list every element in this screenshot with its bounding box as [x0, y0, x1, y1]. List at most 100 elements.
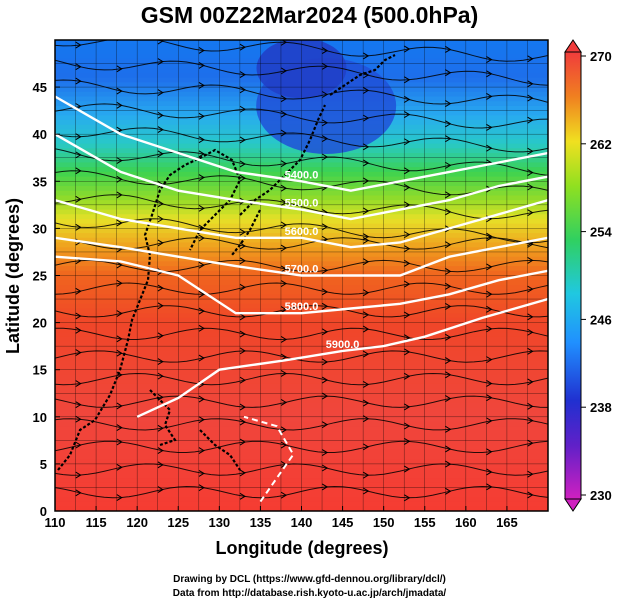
- wind-arrow: [404, 334, 411, 342]
- wind-arrow: [321, 91, 329, 98]
- wind-arrow: [445, 357, 452, 365]
- wind-arrow: [198, 416, 205, 424]
- wind-arrow: [362, 52, 370, 60]
- wind-arrow: [198, 290, 205, 298]
- plot-area: 5400.0 5500.0 5600.0 5700.0 5800.0 5900.0: [55, 40, 548, 511]
- wind-arrow: [404, 167, 411, 175]
- wind-arrow: [239, 492, 246, 500]
- contour-line: [55, 95, 548, 192]
- wind-arrow: [198, 136, 205, 144]
- contour-label: 5600.0: [285, 226, 319, 238]
- wind-arrow: [157, 126, 164, 134]
- wind-arrow: [404, 183, 411, 191]
- wind-arrow: [362, 443, 370, 451]
- wind-arrow: [157, 284, 164, 292]
- wind-arrow: [362, 143, 370, 151]
- wind-arrow: [75, 223, 82, 231]
- wind-arrow: [198, 447, 205, 455]
- x-tick-label: 160: [455, 515, 477, 530]
- wind-arrow: [527, 491, 534, 499]
- wind-arrow: [321, 153, 329, 161]
- x-tick-label: 150: [373, 515, 395, 530]
- wind-arrow: [116, 424, 123, 432]
- wind-arrow: [280, 244, 288, 252]
- wind-arrow: [404, 95, 411, 103]
- wind-arrow: [527, 347, 534, 355]
- wind-arrow: [239, 71, 246, 79]
- wind-arrow: [404, 372, 411, 380]
- wind-arrow: [280, 129, 288, 137]
- wind-arrow: [116, 87, 123, 95]
- wind-arrow: [198, 204, 205, 212]
- wind-arrow: [404, 422, 411, 430]
- wind-arrow: [116, 101, 123, 109]
- wind-arrow: [527, 169, 534, 176]
- wind-arrow: [527, 209, 534, 217]
- wind-arrow: [486, 483, 493, 491]
- wind-arrow: [321, 135, 329, 143]
- wind-arrow: [445, 208, 452, 216]
- wind-arrow: [486, 417, 493, 425]
- wind-arrow: [321, 288, 329, 296]
- colorbar-bar: [564, 51, 582, 500]
- wind-arrow: [362, 381, 370, 388]
- wind-arrow: [445, 120, 452, 128]
- wind-arrow: [527, 378, 534, 386]
- wind-arrow: [404, 465, 411, 473]
- contour-line-dashed: [243, 415, 295, 503]
- colorbar-tick-label: 230: [590, 488, 612, 503]
- wind-arrow: [527, 55, 534, 63]
- wind-arrow: [239, 242, 246, 250]
- wind-arrow: [404, 76, 411, 84]
- wind-arrow: [486, 290, 493, 298]
- wind-arrow: [321, 266, 329, 274]
- x-tick-label: 145: [332, 515, 354, 530]
- wind-arrow: [116, 349, 123, 357]
- credit-data: Data from http://database.rish.kyoto-u.a…: [172, 588, 447, 599]
- x-tick-label: 115: [86, 515, 107, 530]
- wind-arrow: [198, 470, 205, 477]
- wind-arrow: [157, 40, 164, 45]
- wind-arrow: [116, 335, 123, 343]
- wind-arrow: [280, 306, 288, 314]
- wind-arrow: [362, 258, 370, 266]
- wind-arrow: [280, 221, 288, 229]
- colorbar-tick-label: 246: [590, 312, 612, 327]
- x-axis-ticks: 110 115 120 125 130 135 140 145 150 155 160 165: [45, 506, 518, 530]
- wind-arrow: [321, 119, 329, 127]
- wind-arrow: [157, 332, 164, 340]
- y-tick-label: 0: [40, 504, 47, 519]
- x-tick-label: 125: [167, 515, 189, 530]
- wind-arrow: [75, 63, 82, 71]
- wind-arrow: [404, 311, 411, 319]
- wind-arrow: [116, 438, 123, 446]
- wind-arrow: [362, 159, 370, 167]
- wind-arrow: [527, 417, 534, 424]
- wind-arrow: [239, 418, 246, 426]
- wind-arrow: [157, 447, 164, 454]
- wind-arrow: [321, 302, 329, 310]
- wind-arrow: [157, 393, 164, 401]
- wind-arrow: [321, 421, 329, 429]
- wind-arrow: [362, 177, 370, 185]
- wind-arrow: [239, 136, 246, 144]
- wind-arrow: [75, 441, 82, 449]
- contour-line: [136, 297, 548, 418]
- wind-arrow: [198, 354, 205, 362]
- wind-arrow: [157, 358, 164, 366]
- contour-line: [55, 133, 548, 221]
- wind-arrow: [527, 313, 534, 321]
- wind-arrow: [486, 93, 493, 100]
- wind-arrow: [445, 100, 452, 108]
- wind-arrow: [239, 313, 246, 321]
- wind-arrow: [75, 489, 82, 497]
- wind-arrow: [280, 95, 288, 103]
- colorbar: 270 262 254 246 238 230: [564, 39, 612, 512]
- wind-arrow: [445, 241, 452, 249]
- contour-line: [55, 255, 548, 315]
- wind-arrow: [486, 263, 493, 271]
- wind-arrow: [116, 494, 123, 502]
- wind-arrow: [75, 415, 82, 423]
- wind-arrow: [445, 395, 452, 403]
- wind-arrow: [280, 370, 288, 377]
